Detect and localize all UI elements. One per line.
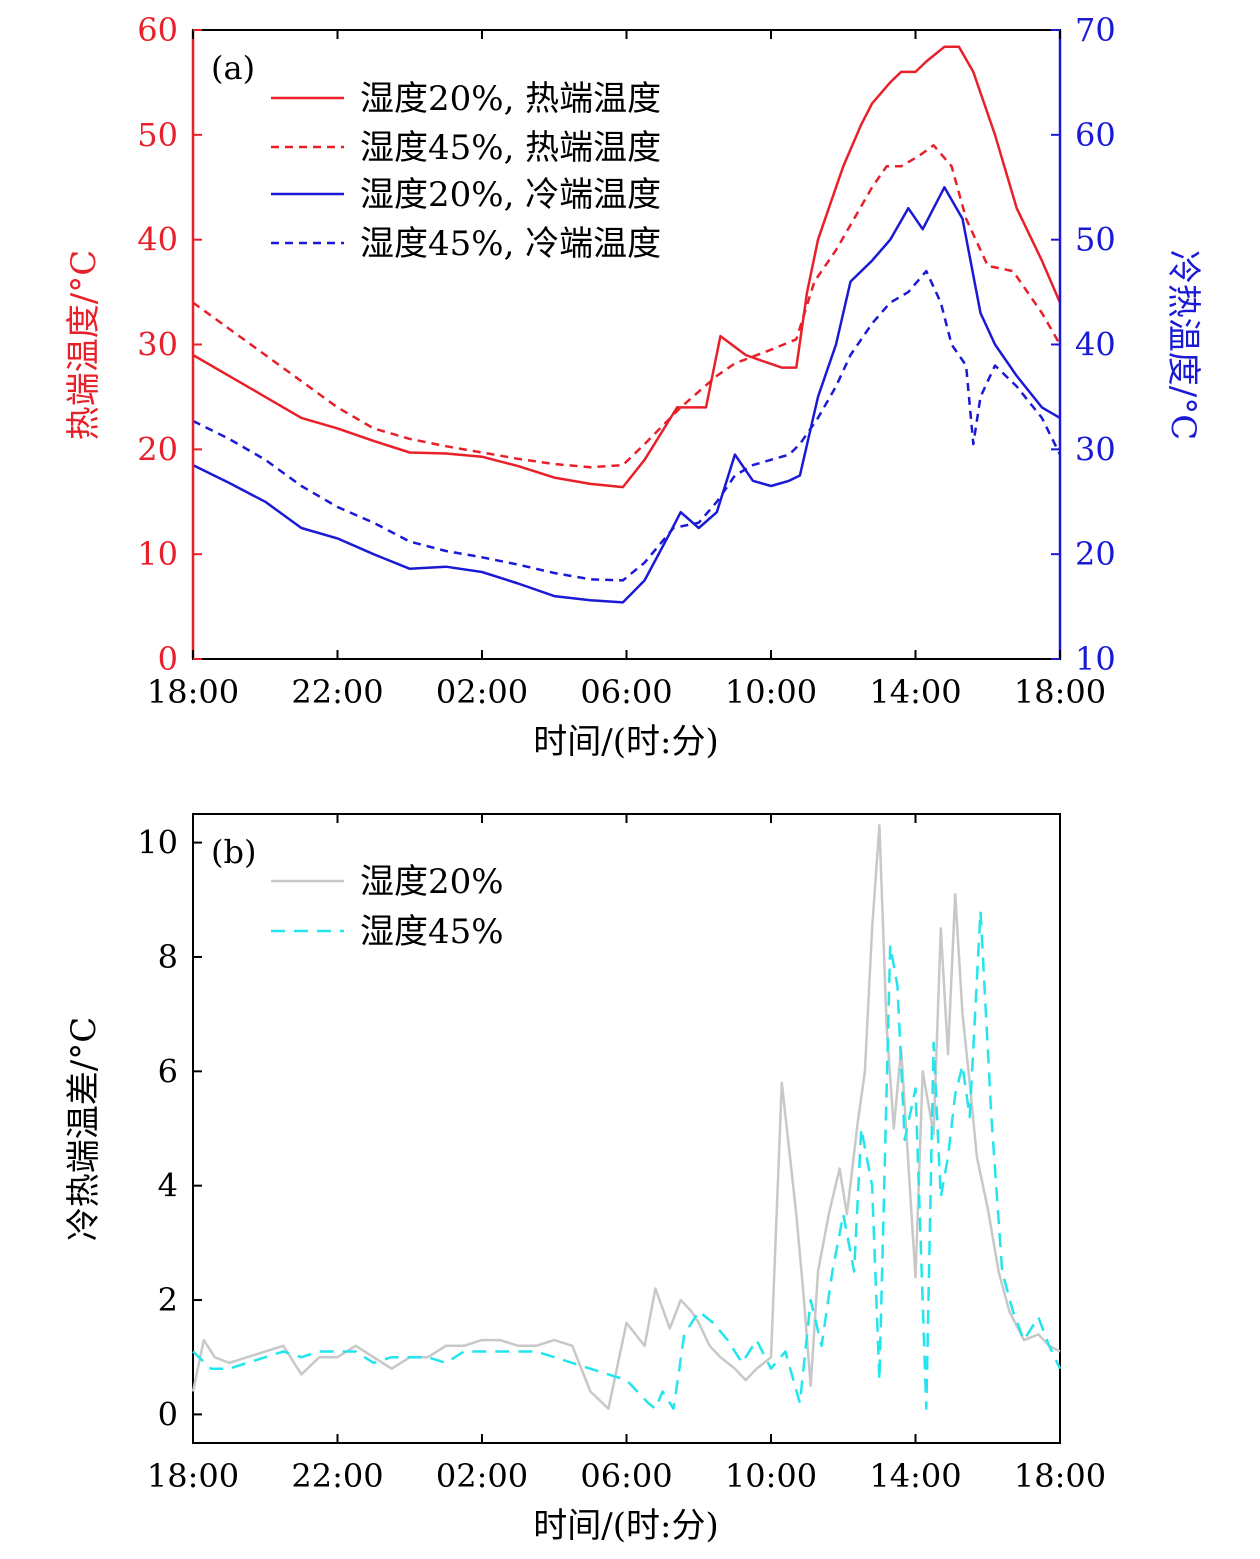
y-axis-label-b: 冷热端温差/°C — [64, 1017, 104, 1241]
y-tick-label-right: 30 — [1075, 430, 1116, 468]
legend-label-diff20: 湿度20% — [360, 862, 504, 902]
series-group-b — [191, 824, 1062, 1410]
y-tick-label-right: 70 — [1075, 11, 1116, 49]
series-cold-20 — [192, 186, 1061, 604]
x-tick-label: 14:00 — [869, 673, 961, 711]
series-diff-20 — [191, 824, 1061, 1410]
x-tick-label: 18:00 — [147, 673, 239, 711]
y-tick-label: 0 — [158, 640, 178, 678]
y-tick-label: 6 — [158, 1052, 178, 1090]
x-tick-label: 18:00 — [1014, 673, 1106, 711]
y-tick-label: 2 — [158, 1281, 178, 1319]
legend-label-diff45: 湿度45% — [360, 912, 504, 952]
x-tick-label: 10:00 — [725, 1457, 817, 1495]
y-tick-label: 0 — [158, 1395, 178, 1433]
y-axis-label-left-a: 热端温度/°C — [64, 250, 104, 440]
panel-b: 18:00 22:00 02:00 06:00 10:00 14:00 18:00 0 2 4 6… — [64, 813, 1106, 1546]
x-axis-label-b: 时间/(时:分) — [533, 1506, 718, 1546]
y-tick-label-right: 20 — [1075, 535, 1116, 573]
x-ticks-b: 18:00 22:00 02:00 06:00 10:00 14:00 18:00 — [147, 814, 1106, 1495]
y-tick-label: 20 — [137, 430, 178, 468]
x-tick-label: 18:00 — [1014, 1457, 1106, 1495]
y-tick-label: 4 — [158, 1167, 178, 1205]
series-hot-20 — [192, 45, 1062, 489]
y-tick-label-right: 60 — [1075, 116, 1116, 154]
y-tick-label: 50 — [137, 116, 178, 154]
x-tick-label: 02:00 — [436, 673, 528, 711]
panel-label-a: (a) — [211, 49, 255, 87]
y-ticks-right-a: 10 20 30 40 50 60 70 — [1051, 11, 1116, 678]
x-tick-label: 22:00 — [291, 673, 383, 711]
y-axis-label-right-a: 冷热温度/°C — [1163, 250, 1203, 440]
legend-a: 湿度20%, 热端温度 湿度45%, 热端温度 湿度20%, 冷端温度 湿度45… — [271, 79, 661, 264]
x-tick-label: 02:00 — [436, 1457, 528, 1495]
x-tick-label: 18:00 — [147, 1457, 239, 1495]
x-axis-label-a: 时间/(时:分) — [533, 722, 718, 762]
legend-label-hot45: 湿度45%, 热端温度 — [360, 128, 661, 168]
y-ticks-left-a: 0 10 20 30 40 50 60 — [137, 11, 202, 678]
plot-frame-a — [192, 29, 1061, 660]
y-tick-label: 10 — [137, 535, 178, 573]
legend-label-cold45: 湿度45%, 冷端温度 — [360, 224, 661, 264]
panel-a: 18:00 22:00 02:00 06:00 10:00 14:00 18:00 0 10 2… — [64, 11, 1203, 762]
panel-label-b: (b) — [211, 833, 256, 871]
y-tick-label-right: 40 — [1075, 326, 1116, 364]
y-tick-label: 10 — [137, 824, 178, 862]
y-tick-label: 8 — [158, 938, 178, 976]
series-diff-45 — [192, 909, 1062, 1410]
series-group-a — [191, 30, 1062, 659]
series-hot-45 — [192, 144, 1062, 469]
x-tick-label: 10:00 — [725, 673, 817, 711]
x-tick-label: 06:00 — [580, 1457, 672, 1495]
legend-label-cold20: 湿度20%, 冷端温度 — [360, 175, 661, 215]
y-tick-label-right: 10 — [1075, 640, 1116, 678]
y-tick-label: 30 — [137, 326, 178, 364]
legend-label-hot20: 湿度20%, 热端温度 — [360, 79, 661, 119]
x-tick-label: 06:00 — [580, 673, 672, 711]
x-tick-label: 22:00 — [291, 1457, 383, 1495]
legend-b: 湿度20% 湿度45% — [271, 862, 504, 952]
series-cold-45 — [192, 269, 1062, 582]
y-tick-label: 40 — [137, 221, 178, 259]
y-tick-label: 60 — [137, 11, 178, 49]
x-tick-label: 14:00 — [869, 1457, 961, 1495]
y-ticks-b: 0 2 4 6 8 10 — [137, 824, 202, 1433]
y-tick-label-right: 50 — [1075, 221, 1116, 259]
x-ticks-a: 18:00 22:00 02:00 06:00 10:00 14:00 18:00 — [147, 30, 1106, 711]
plot-frame-b — [192, 813, 1061, 1444]
